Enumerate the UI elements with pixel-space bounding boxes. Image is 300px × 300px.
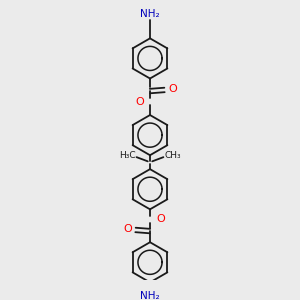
Text: O: O: [123, 224, 132, 234]
Text: H₃C: H₃C: [119, 151, 136, 160]
Text: O: O: [168, 84, 177, 94]
Text: O: O: [156, 214, 165, 224]
Text: NH₂: NH₂: [140, 291, 160, 300]
Text: CH₃: CH₃: [164, 151, 181, 160]
Text: NH₂: NH₂: [140, 9, 160, 19]
Text: O: O: [135, 97, 144, 107]
